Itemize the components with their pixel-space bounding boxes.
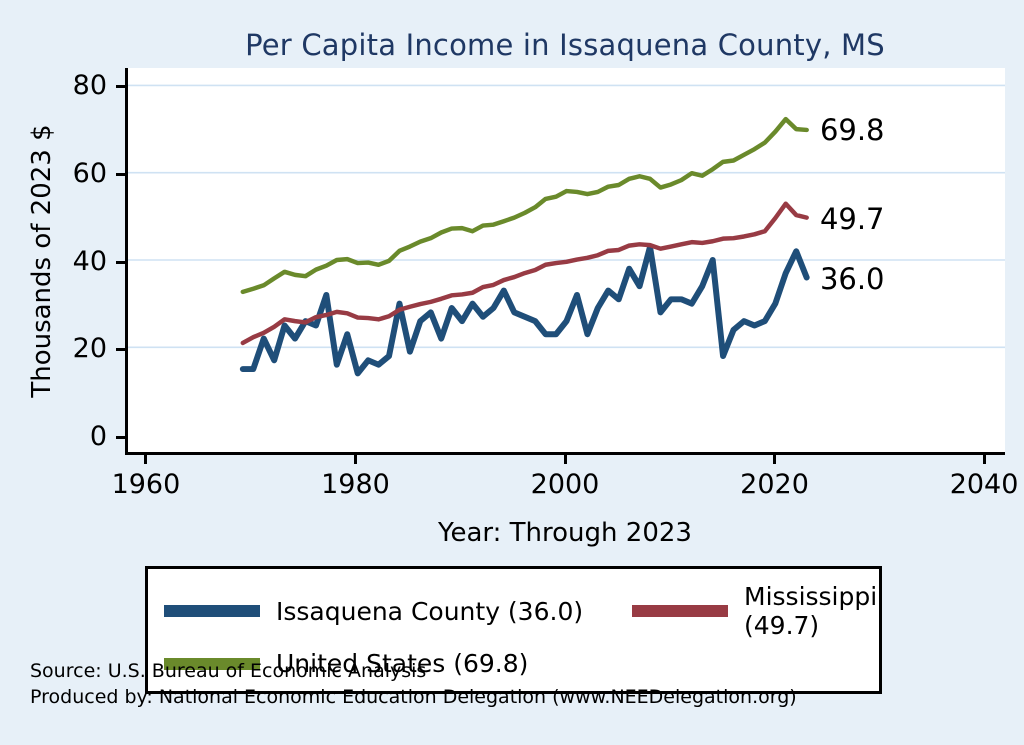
x-tick-label: 2020 — [740, 469, 809, 500]
issaquena-county-line-swatch — [164, 605, 260, 617]
x-tick-mark — [773, 455, 777, 464]
series-line-united-states — [240, 116, 809, 295]
series-line-mississippi — [240, 201, 809, 346]
footer: Source: U.S. Bureau of Economic Analysis… — [30, 658, 797, 710]
x-tick-mark — [144, 455, 148, 464]
legend-label-issaquena-county: Issaquena County (36.0) — [276, 596, 584, 626]
legend-item-mississippi: Mississippi (49.7) — [632, 582, 877, 640]
y-tick-mark — [116, 172, 125, 176]
legend-item-issaquena-county: Issaquena County (36.0) — [164, 582, 632, 640]
chart-title: Per Capita Income in Issaquena County, M… — [245, 28, 885, 62]
legend-label-united-states: United States (69.8) — [276, 649, 529, 678]
y-tick-label: 80 — [72, 69, 107, 101]
series-end-label-united-states: 69.8 — [819, 113, 885, 148]
united-states-line-swatch — [164, 657, 260, 670]
y-tick-label: 40 — [72, 245, 107, 277]
x-tick-mark — [982, 455, 986, 464]
series-end-label-issaquena-county: 36.0 — [819, 262, 885, 297]
x-tick-label: 1960 — [111, 469, 181, 500]
y-tick-mark — [116, 436, 125, 440]
y-tick-label: 60 — [72, 157, 107, 189]
y-tick-mark — [116, 348, 125, 352]
line-chart-svg — [128, 84, 1005, 377]
y-tick-mark — [116, 260, 125, 264]
series-line-issaquena-county — [239, 243, 810, 377]
legend-label-mississippi: Mississippi (49.7) — [744, 582, 878, 640]
source-note: Source: U.S. Bureau of Economic Analysis — [30, 660, 427, 682]
x-tick-label: 1980 — [321, 469, 390, 500]
x-tick-label: 2000 — [530, 469, 600, 500]
legend: Issaquena County (36.0) Mississippi (49.… — [145, 566, 882, 694]
x-tick-label: 2040 — [949, 469, 1019, 500]
x-axis-label: Year: Through 2023 — [438, 518, 692, 548]
y-tick-mark — [116, 84, 125, 88]
x-tick-mark — [563, 455, 567, 464]
y-tick-label: 0 — [89, 421, 107, 453]
y-tick-label: 20 — [72, 333, 107, 365]
x-tick-mark — [353, 455, 357, 464]
mississippi-line-swatch — [632, 605, 728, 617]
produced-by-note: Produced by: National Economic Education… — [30, 686, 797, 708]
series-end-label-mississippi: 49.7 — [819, 201, 885, 236]
legend-item-united-states: United States (69.8) — [164, 649, 632, 678]
plot-area — [125, 68, 1005, 455]
